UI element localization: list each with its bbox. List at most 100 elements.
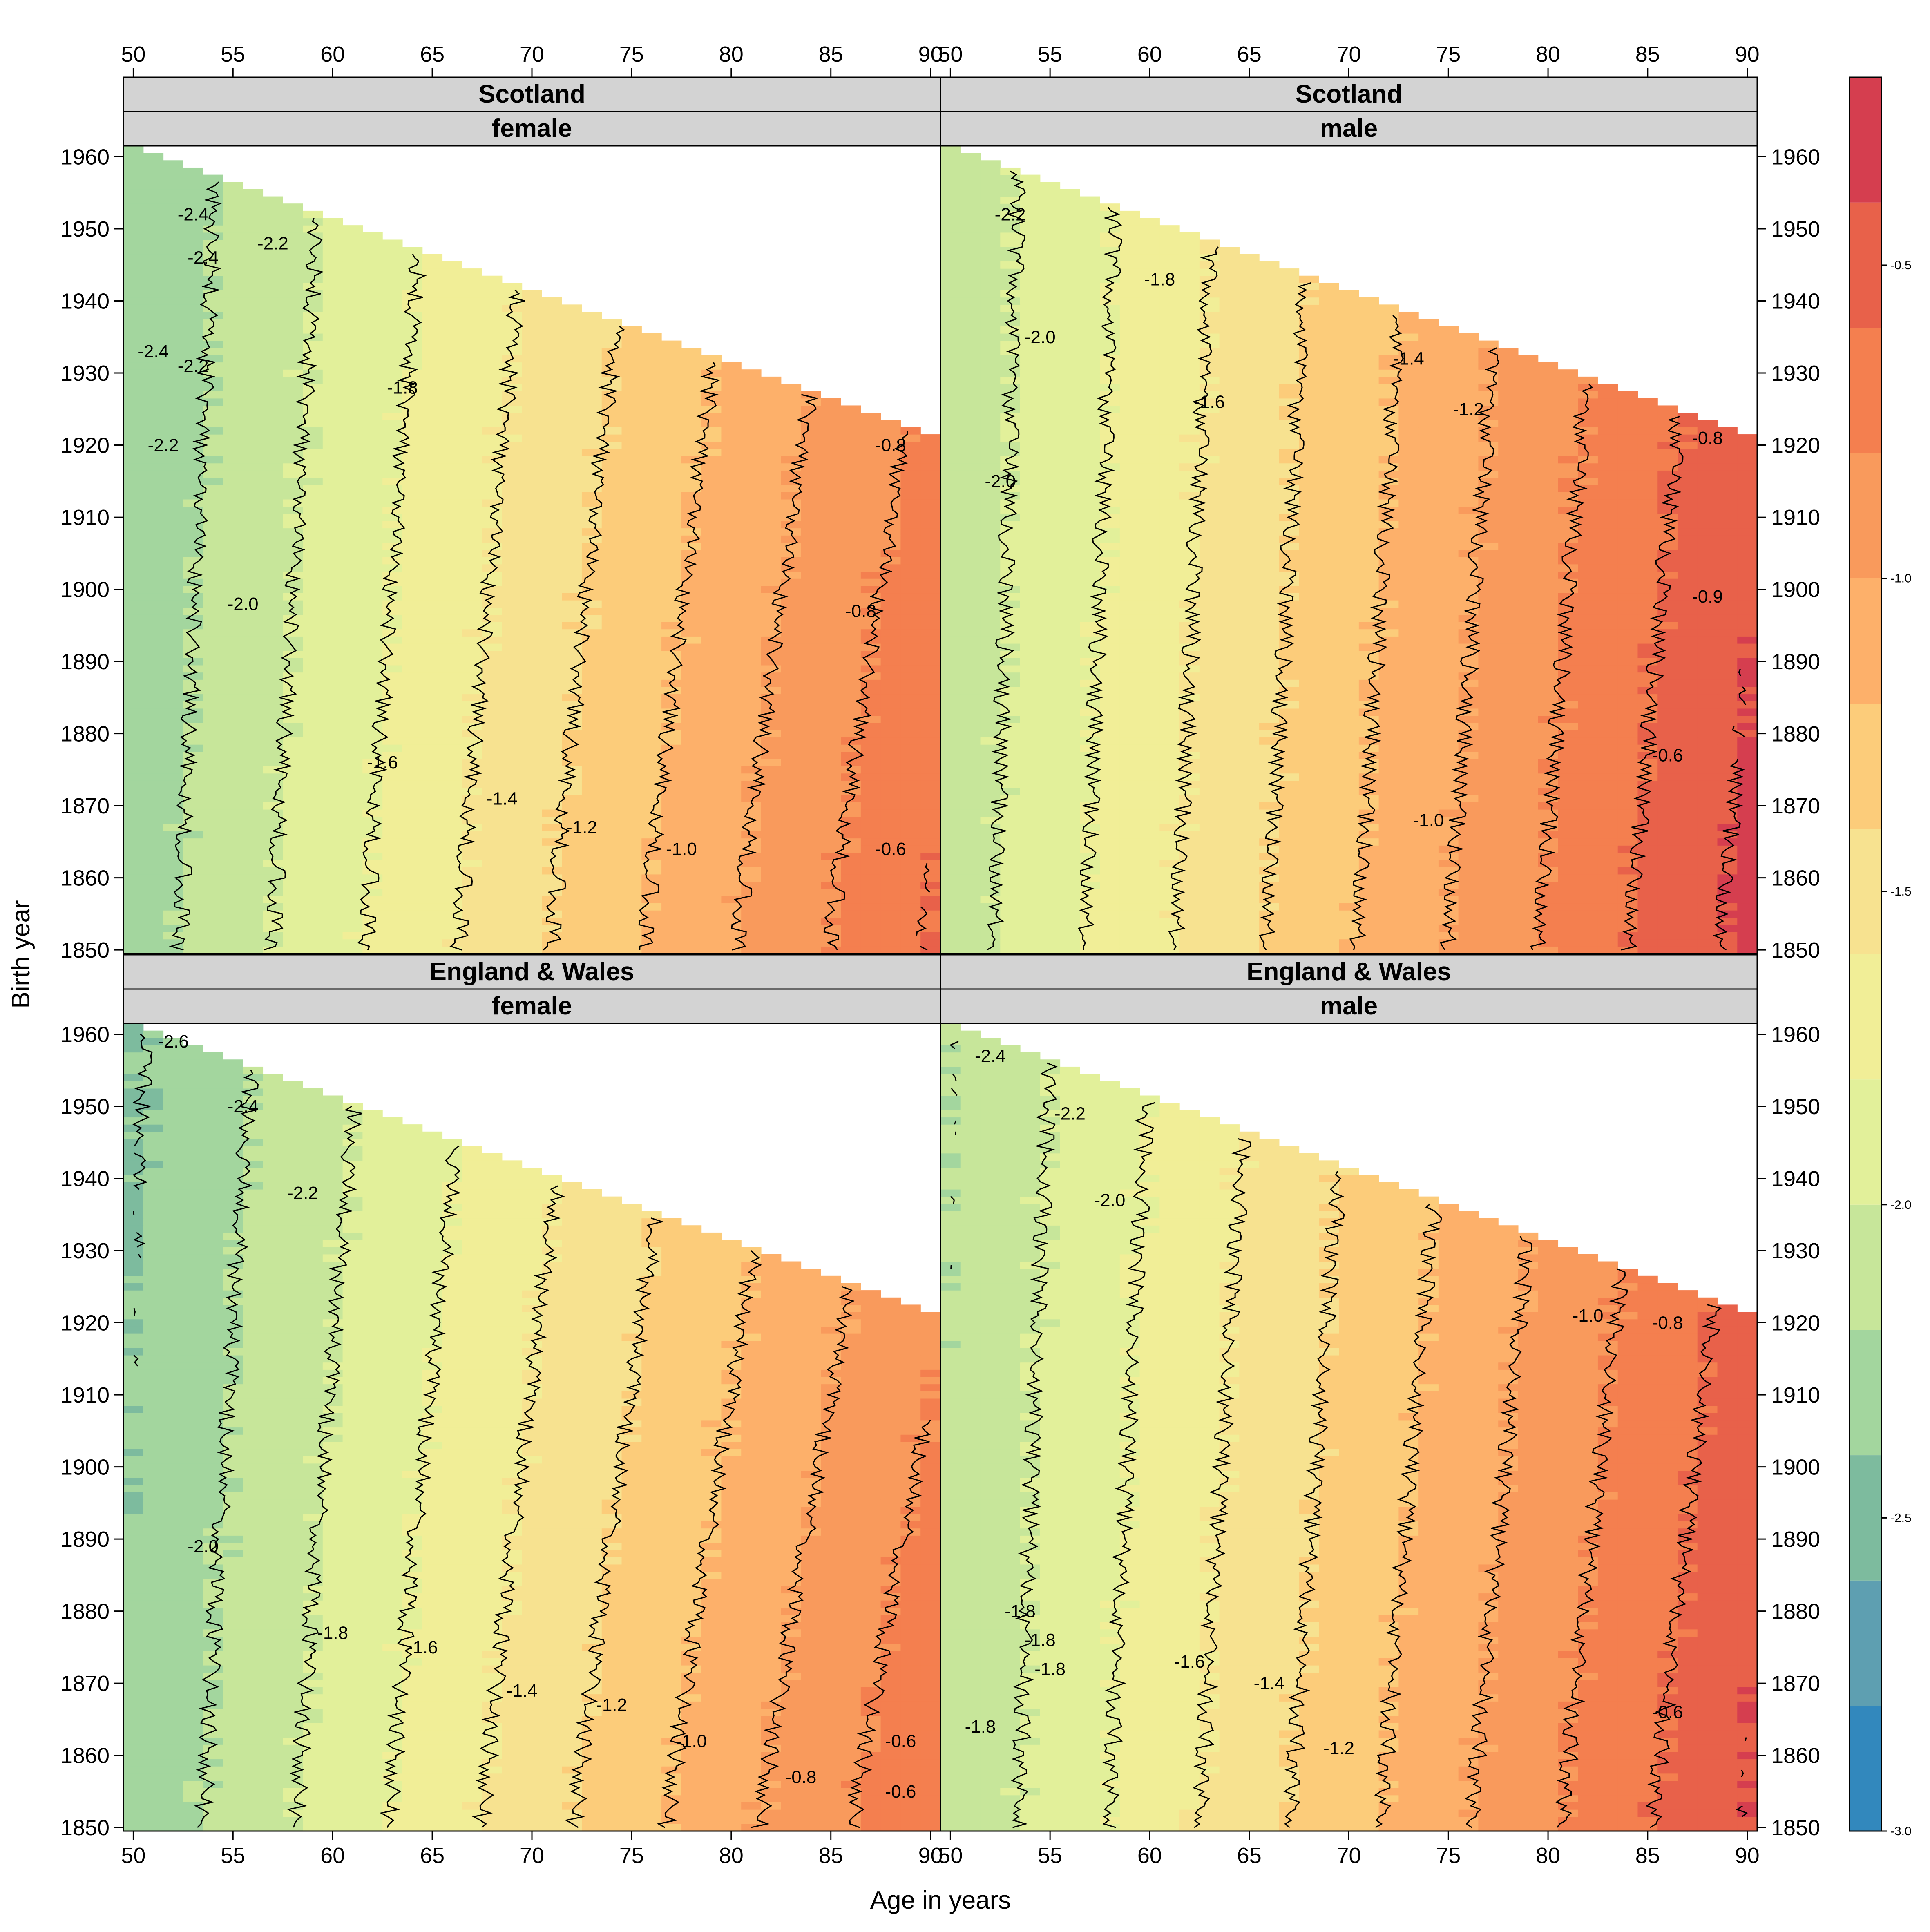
contour-label: -1.8 [965,1717,996,1737]
contour-label: -2.4 [138,342,169,362]
strip-country-label: England & Wales [1246,958,1451,986]
color-key-swatch [1850,77,1881,203]
contour-label: -2.2 [995,205,1026,225]
x-tick-label-top: 60 [1137,42,1162,67]
x-tick-label-top: 55 [1038,42,1062,67]
y-tick-label-right: 1860 [1771,866,1820,891]
y-tick-label-left: 1850 [60,1816,109,1840]
strip-sex-label: female [492,114,572,143]
y-tick-label-right: 1910 [1771,505,1820,530]
contour-label: -0.6 [885,1782,916,1802]
contour-label: -2.2 [287,1183,318,1203]
y-tick-label-left: 1930 [60,361,109,386]
color-key-swatch [1850,203,1881,328]
x-tick-label-bottom: 60 [1137,1843,1162,1868]
x-tick-label-bottom: 90 [1735,1843,1760,1868]
contour-label: -1.0 [1413,810,1444,830]
x-tick-label-bottom: 65 [1237,1843,1262,1868]
strip-sex-label: female [492,992,572,1020]
y-axis-title: Birth year [7,900,35,1008]
x-tick-label-bottom: 85 [819,1843,843,1868]
x-tick-label-top: 70 [520,42,544,67]
color-key-label: -1.5 [1890,885,1912,898]
x-tick-label-top: 50 [121,42,145,67]
contour-label: -2.6 [158,1032,189,1052]
panel-3: -2.4-2.2-2.0-1.0-0.8-1.8-1.8-1.8-1.8-1.6… [940,955,1758,1831]
contour-label: -1.6 [407,1637,438,1657]
y-tick-label-left: 1950 [60,217,109,241]
y-tick-label-right: 1880 [1771,722,1820,746]
y-tick-label-right: 1890 [1771,1527,1820,1552]
x-tick-label-bottom: 60 [320,1843,345,1868]
y-tick-label-right: 1890 [1771,650,1820,674]
color-key-swatch [1850,1330,1881,1455]
contour-label: -1.4 [507,1681,538,1701]
contour-label: -2.4 [228,1097,259,1117]
contour-label: -1.0 [666,839,697,859]
color-key-swatch [1850,1205,1881,1330]
y-tick-label-left: 1910 [60,1383,109,1407]
y-tick-label-right: 1900 [1771,578,1820,602]
contour-label: -1.8 [1144,270,1175,290]
y-tick-label-right: 1920 [1771,433,1820,458]
y-tick-label-right: 1960 [1771,145,1820,169]
contour-label: -2.0 [985,471,1016,491]
contour-label: -0.6 [885,1731,916,1751]
y-tick-label-left: 1950 [60,1094,109,1119]
color-key-label: -1.0 [1890,572,1912,585]
contour-label: -1.8 [1025,1630,1056,1650]
x-tick-label-bottom: 80 [719,1843,744,1868]
contour-label: -1.8 [387,377,418,398]
y-tick-label-right: 1950 [1771,217,1820,241]
contour-label: -1.6 [1174,1652,1205,1672]
color-key-label: -2.0 [1890,1198,1912,1212]
x-tick-label-bottom: 70 [1336,1843,1361,1868]
contour-label: -2.4 [975,1046,1006,1066]
contour-label: -2.2 [178,356,209,376]
color-key-label: -2.5 [1890,1511,1912,1525]
x-tick-label-bottom: 75 [1436,1843,1461,1868]
x-tick-label-top: 50 [938,42,963,67]
y-tick-label-left: 1860 [60,1744,109,1768]
color-key-swatch [1850,954,1881,1080]
y-tick-label-left: 1940 [60,1167,109,1191]
contour-label: -0.8 [845,601,876,621]
panel-2: -2.6-2.4-2.2-2.0-1.8-1.6-1.4-1.2-1.0-0.8… [123,955,941,1831]
y-tick-label-right: 1930 [1771,1239,1820,1263]
x-tick-label-bottom: 55 [221,1843,245,1868]
panel-1: -2.2-1.8-2.0-1.6-1.4-1.2-2.0-0.8-0.9-1.0… [940,77,1758,954]
y-tick-label-right: 1960 [1771,1022,1820,1047]
y-tick-label-left: 1920 [60,1311,109,1336]
color-key: -3.0-2.5-2.0-1.5-1.0-0.5 [1850,77,1912,1838]
contour-label: -0.8 [1652,1313,1683,1333]
y-tick-label-left: 1890 [60,1527,109,1552]
color-key-swatch [1850,1079,1881,1205]
contour-label: -1.2 [1323,1738,1354,1758]
contour-label: -0.6 [1652,746,1683,766]
color-key-swatch [1850,1455,1881,1581]
contour-label: -1.6 [1194,392,1225,412]
x-tick-label-top: 85 [1635,42,1660,67]
strip-country-label: England & Wales [430,958,634,986]
contour-label: -1.4 [1393,349,1424,369]
contour-label: -2.2 [257,233,288,253]
y-tick-label-left: 1960 [60,1022,109,1047]
y-tick-label-left: 1880 [60,722,109,746]
contour-label: -0.6 [875,839,906,859]
y-tick-label-left: 1960 [60,145,109,169]
y-tick-label-right: 1920 [1771,1311,1820,1336]
x-tick-label-top: 65 [1237,42,1262,67]
y-tick-label-left: 1890 [60,650,109,674]
contour-label: -1.6 [367,753,398,773]
y-tick-label-right: 1950 [1771,1094,1820,1119]
y-tick-label-right: 1860 [1771,1744,1820,1768]
contour-label: -0.6 [1652,1702,1683,1722]
y-tick-label-right: 1850 [1771,938,1820,963]
panel-0: -2.4-2.4-2.2-2.4-2.2-2.2-1.8-2.0-1.6-1.4… [123,77,941,954]
heatmap-cells [940,146,1758,954]
y-tick-label-left: 1940 [60,289,109,314]
x-tick-label-top: 55 [221,42,245,67]
y-tick-label-left: 1900 [60,1455,109,1480]
color-key-swatch [1850,829,1881,954]
